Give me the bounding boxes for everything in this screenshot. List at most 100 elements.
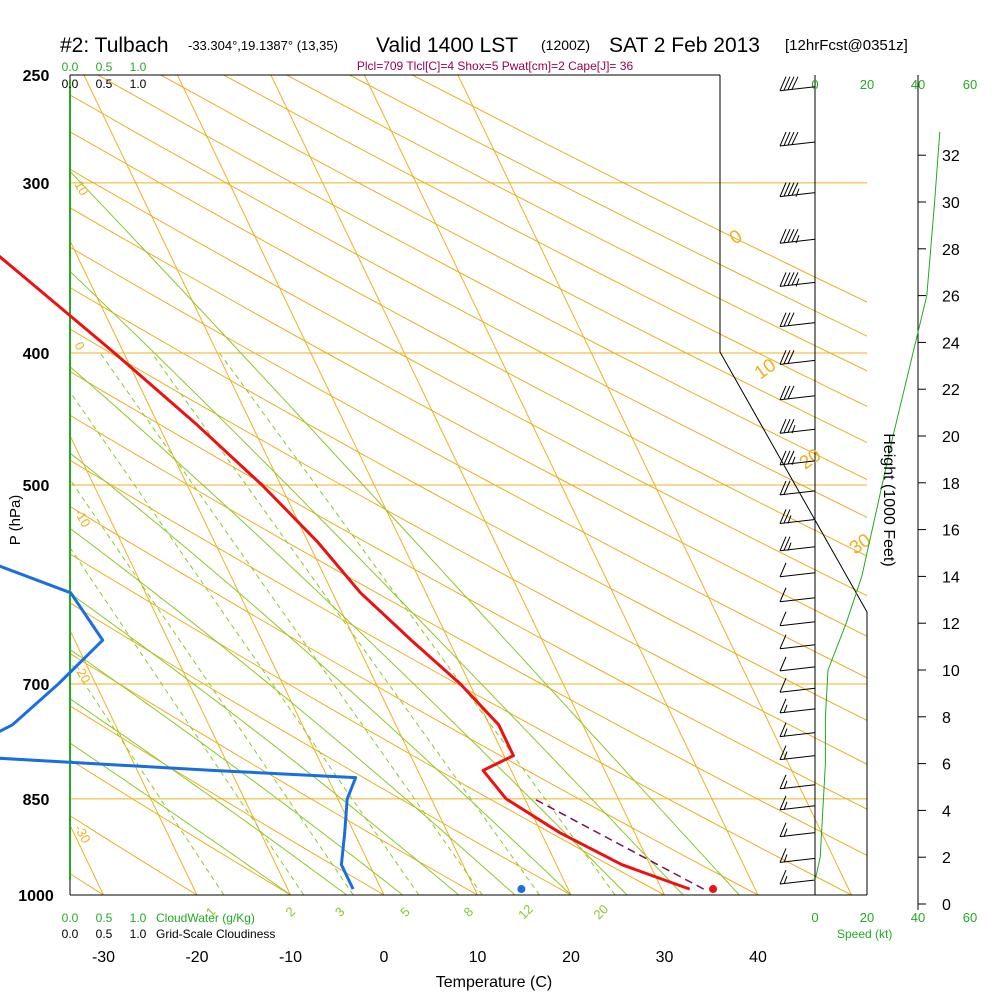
dry-adiabat (223, 75, 867, 407)
dry-adiabat (70, 371, 867, 810)
dry-adiabat (70, 505, 759, 895)
wind-barb (779, 869, 816, 885)
mixing-ratio-label: 3 (332, 904, 348, 920)
moist-adiabat (70, 648, 404, 895)
speed-top-label: 40 (911, 77, 925, 92)
height-tick-label: 18 (942, 476, 960, 493)
wind-barb (779, 678, 816, 693)
height-tick-label: 10 (942, 663, 960, 680)
x-tick-label: -20 (185, 949, 208, 966)
dry-adiabat (70, 94, 867, 518)
mixing-ratio-line (219, 352, 616, 895)
speed-bottom-label: 0 (811, 910, 818, 925)
dry-adiabat (70, 759, 291, 895)
dry-adiabat (0, 75, 10, 895)
speed-bottom-label: 20 (860, 910, 874, 925)
mixing-ratio-line (151, 352, 541, 895)
wind-barb (779, 698, 816, 714)
pressure-tick-label: 400 (23, 346, 50, 363)
mixing-ratio-label: 20 (590, 901, 611, 922)
wind-barb (779, 450, 816, 466)
utc-time: (1200Z) (541, 37, 590, 53)
wind-barb (779, 774, 816, 790)
dry-adiabat (70, 553, 665, 895)
cloudwater-top-label: 1.0 (130, 60, 147, 74)
isotherm (83, 75, 478, 895)
height-tick-label: 14 (942, 569, 960, 586)
wind-barb (779, 722, 816, 738)
height-tick-label: 30 (942, 195, 960, 212)
moist-adiabat (70, 170, 740, 895)
mixing-ratio-label: 8 (461, 904, 477, 920)
dry-adiabat (286, 75, 867, 372)
wind-barb (779, 480, 816, 496)
moist-adiabat (70, 366, 628, 895)
x-tick-label: 0 (380, 949, 389, 966)
isotherm (0, 75, 10, 895)
cloudiness-label: Grid-Scale Cloudiness (156, 927, 275, 941)
wind-barb (779, 385, 816, 401)
mixing-ratio-line (70, 660, 225, 895)
height-tick-label: 8 (942, 710, 951, 727)
mixing-ratio-line (99, 352, 483, 895)
isotherm (70, 629, 198, 895)
x-tick-label: 30 (656, 949, 674, 966)
wind-barb (779, 350, 816, 365)
surface-dewpoint-dot (517, 885, 526, 894)
y-axis-title: P (hPa) (7, 495, 24, 546)
mixing-ratio-line (70, 546, 305, 895)
dry-adiabat (70, 459, 852, 895)
station-title: #2: Tulbach (60, 34, 169, 57)
height-axis-title: Height (1000 Feet) (880, 433, 897, 566)
wind-barb (779, 848, 816, 863)
dry-adiabat (70, 207, 867, 637)
pressure-tick-label: 700 (23, 677, 50, 694)
height-tick-label: 16 (942, 523, 960, 540)
wind-barb (779, 509, 816, 524)
forecast-date: SAT 2 Feb 2013 (609, 34, 760, 57)
wind-barb (779, 611, 816, 627)
dry-adiabat (349, 75, 867, 337)
temperature-line (0, 254, 691, 891)
height-tick-label: 6 (942, 757, 951, 774)
pressure-tick-label: 250 (23, 68, 50, 85)
dry-adiabat (97, 75, 867, 481)
wind-barb (779, 745, 816, 761)
cloudwater-bottom-label: 0.0 (62, 911, 79, 925)
wind-barb (779, 312, 816, 328)
cloudiness-bottom-label: 0.5 (96, 927, 113, 941)
x-tick-label: -10 (279, 949, 302, 966)
cloudwater-top-label: 0.0 (62, 60, 79, 74)
speed-top-label: 0 (811, 77, 818, 92)
wind-barb (779, 536, 816, 552)
dry-adiabat (70, 705, 385, 895)
wind-barb (779, 822, 816, 838)
isotherm (270, 75, 665, 895)
moist-adiabat (70, 592, 460, 895)
height-tick-label: 4 (942, 803, 951, 820)
moist-adiabat (70, 742, 291, 895)
height-tick-label: 12 (942, 616, 960, 633)
wind-speed-line (814, 131, 941, 881)
wind-barb (779, 562, 816, 578)
isotherm-label: -20 (71, 662, 93, 686)
isotherm (363, 75, 759, 895)
sounding-profiles (0, 131, 941, 894)
cloudiness-top-label: 0.5 (96, 77, 113, 91)
dry-adiabat (70, 246, 867, 679)
x-tick-label: 10 (469, 949, 487, 966)
height-tick-label: 20 (942, 429, 960, 446)
speed-label: Speed (kt) (837, 927, 892, 941)
dry-adiabat (70, 287, 867, 722)
cloudwater-label: CloudWater (g/Kg) (156, 911, 255, 925)
isotherm-label: -30 (71, 822, 93, 846)
moist-adiabat (70, 270, 684, 895)
plot-frame (69, 74, 919, 910)
wind-barbs (779, 76, 816, 885)
surface-temperature-dot (709, 885, 718, 894)
isotherm-label: 10 (71, 178, 91, 198)
height-tick-label: 26 (942, 289, 960, 306)
speed-top-label: 20 (860, 77, 874, 92)
x-tick-label: 20 (562, 949, 580, 966)
